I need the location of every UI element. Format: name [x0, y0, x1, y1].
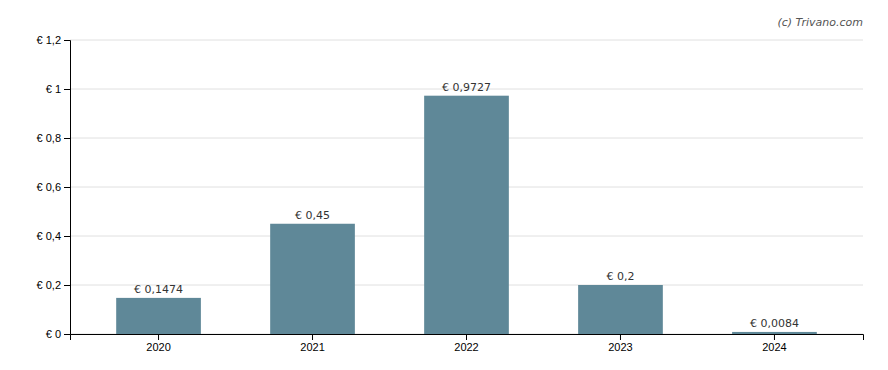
x-tick-mark [158, 334, 159, 340]
y-tick-label: € 0 [46, 328, 61, 340]
y-tick-label: € 0,6 [37, 181, 61, 193]
y-tick-mark [64, 236, 70, 237]
y-tick-mark [64, 187, 70, 188]
x-tick: 2024 [762, 334, 786, 353]
y-tick: € 1,2 [37, 34, 70, 46]
y-tick-label: € 0,2 [37, 279, 61, 291]
y-tick: € 0,6 [37, 181, 70, 193]
bar [578, 285, 663, 334]
grid-line [70, 40, 863, 41]
x-tick: 2022 [454, 334, 478, 353]
x-tick-label: 2020 [146, 341, 170, 353]
data-label: € 0,0084 [750, 317, 799, 330]
y-tick-label: € 1 [46, 83, 61, 95]
x-tick-label: 2021 [300, 341, 324, 353]
y-tick-mark [64, 40, 70, 41]
grid [70, 40, 863, 334]
y-tick-mark [64, 138, 70, 139]
x-tick-label: 2023 [608, 341, 632, 353]
chart: € 0€ 0,2€ 0,4€ 0,6€ 0,8€ 1€ 1,2202020212… [0, 0, 888, 370]
plot: € 0€ 0,2€ 0,4€ 0,6€ 0,8€ 1€ 1,2202020212… [37, 34, 864, 353]
data-labels: € 0,1474 € 0,45 € 0,9727 € 0,2 € 0,0084 [134, 81, 799, 330]
y-axis: € 0 € 0,2 € 0,4 € 0,6 € 0,8 € 1 € 1,2 [37, 34, 71, 340]
x-tick-mark [312, 334, 313, 340]
y-tick: € 0,2 [37, 279, 70, 291]
data-label: € 0,45 [295, 209, 330, 222]
y-tick: € 0,4 [37, 230, 70, 242]
x-tick: 2023 [608, 334, 632, 353]
bars [116, 96, 817, 334]
annotation: (c) Trivano.com [777, 16, 863, 29]
y-tick: € 0,8 [37, 132, 70, 144]
bar [424, 96, 509, 334]
x-axis: 2020 2021 2022 2023 2024 [71, 334, 864, 353]
data-label: € 0,1474 [134, 283, 183, 296]
x-tick: 2021 [300, 334, 324, 353]
x-tick-mark [774, 334, 775, 340]
x-tick-mark [620, 334, 621, 340]
x-tick: 2020 [146, 334, 170, 353]
x-tick-label: 2024 [762, 341, 786, 353]
bar [270, 224, 355, 334]
y-tick: € 0 [46, 328, 70, 340]
bar [116, 298, 201, 334]
y-tick: € 1 [46, 83, 70, 95]
y-tick-mark [64, 89, 70, 90]
x-tick-label: 2022 [454, 341, 478, 353]
y-tick-label: € 0,4 [37, 230, 61, 242]
data-label: € 0,9727 [442, 81, 491, 94]
y-tick-label: € 1,2 [37, 34, 61, 46]
y-tick-mark [64, 334, 70, 335]
y-tick-mark [64, 285, 70, 286]
x-tick-mark [466, 334, 467, 340]
y-tick-label: € 0,8 [37, 132, 61, 144]
x-axis-line [71, 335, 864, 341]
data-label: € 0,2 [606, 270, 634, 283]
y-axis-line [64, 41, 71, 335]
bar [732, 332, 817, 334]
